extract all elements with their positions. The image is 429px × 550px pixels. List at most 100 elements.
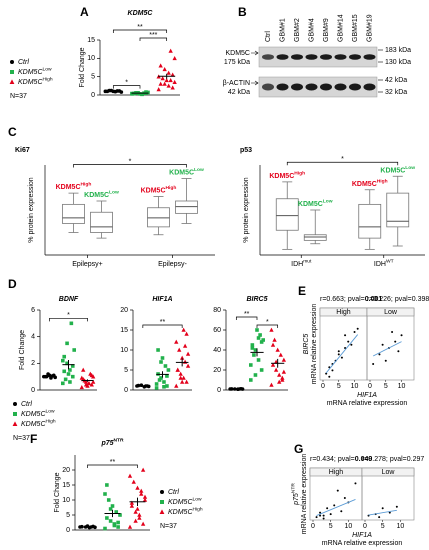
data-point <box>391 331 394 333</box>
category-label: IDHmut <box>291 259 312 268</box>
y-axis-label: p75NTR <box>291 483 300 506</box>
data-point <box>182 359 188 364</box>
box <box>90 211 113 233</box>
legend-marker <box>160 500 164 504</box>
data-point <box>170 72 175 77</box>
y-tick-label: 4 <box>31 334 35 341</box>
data-point <box>336 489 339 492</box>
facet-strip <box>366 307 415 317</box>
data-point <box>62 369 67 374</box>
data-point <box>281 369 287 374</box>
data-point <box>249 378 253 382</box>
fit-line <box>325 334 359 374</box>
significance-bracket <box>256 324 279 328</box>
lane-label: GBM#1 <box>279 18 286 42</box>
data-point <box>61 358 65 363</box>
legend-label-base: KDM5C <box>168 499 193 506</box>
data-point <box>144 90 148 94</box>
significance-label: ** <box>244 311 250 318</box>
data-point <box>79 375 84 380</box>
data-point <box>172 55 177 61</box>
x-tick-label: 5 <box>381 523 385 530</box>
data-point <box>70 364 75 368</box>
legend-label: KDM5CLow <box>18 67 52 76</box>
data-point <box>65 341 69 346</box>
facet-frame <box>319 307 368 381</box>
data-point <box>140 467 146 472</box>
lane-label: GBM#14 <box>337 14 344 42</box>
stat-text: r=0.663; pval= <box>320 296 365 303</box>
x-tick-label: 0 <box>368 383 372 390</box>
data-point <box>259 340 264 344</box>
box-label: KDM5CHigh <box>352 179 388 188</box>
data-point <box>378 353 381 356</box>
data-point <box>133 518 138 523</box>
data-point <box>129 500 135 505</box>
data-point <box>140 521 146 526</box>
box-label: KDM5CLow <box>169 167 204 176</box>
legend-label: KDM5CHigh <box>21 419 56 428</box>
size-marker: 42 kDa <box>385 77 407 84</box>
y-tick-label: 10 <box>120 347 128 354</box>
data-point <box>158 81 163 86</box>
data-point <box>139 488 144 493</box>
data-point <box>394 340 397 343</box>
y-axis-label-base: p75 <box>293 493 300 506</box>
y-tick-label: 80 <box>213 307 221 314</box>
facet-label: High <box>329 469 344 476</box>
significance-label: ** <box>160 319 166 326</box>
chart-title: p53 <box>240 147 252 154</box>
data-point <box>185 363 191 368</box>
data-point <box>86 380 92 386</box>
x-tick-label: 10 <box>344 523 352 530</box>
legend-label: Ctrl <box>21 401 32 408</box>
box-label-sup: High <box>377 179 388 185</box>
x-axis-label-base: HIF1A <box>352 532 372 539</box>
sample-size: N=37 <box>10 93 27 100</box>
lane-label: GBM#4 <box>308 18 315 42</box>
data-point <box>129 503 135 508</box>
data-point <box>281 357 287 362</box>
stat-pval: 0.001 <box>365 296 383 303</box>
data-point <box>138 92 142 96</box>
legend-label-sup: High <box>46 419 56 425</box>
chart-title: HIF1A <box>152 296 172 303</box>
data-point <box>269 382 274 387</box>
data-point <box>343 497 346 499</box>
legend-label-base: KDM5C <box>168 509 193 516</box>
data-point <box>328 366 331 369</box>
legend-label-sup: Low <box>43 67 52 73</box>
legend-label-base: KDM5C <box>21 411 46 418</box>
x-tick-label: 10 <box>351 383 359 390</box>
data-point <box>160 356 165 360</box>
data-point <box>63 377 68 382</box>
y-tick-label: 10 <box>62 497 70 504</box>
data-point <box>103 492 107 496</box>
sample-size: N=37 <box>13 435 30 442</box>
data-point <box>319 514 322 517</box>
significance-label: ** <box>137 24 143 31</box>
size-marker: 32 kDa <box>385 89 407 96</box>
chart-title: Ki67 <box>15 147 30 154</box>
category-label: Epilepsy- <box>158 261 187 268</box>
chart-title-base: BDNF <box>59 296 79 303</box>
y-tick-label: 0 <box>91 92 95 99</box>
stat-pval: 0.049 <box>355 456 373 463</box>
band <box>291 83 303 91</box>
y-tick-label: 10 <box>87 55 95 62</box>
legend-label-sup: Low <box>193 497 202 503</box>
data-point <box>356 327 359 330</box>
data-point <box>127 524 133 529</box>
box-label-sup: High <box>81 182 92 188</box>
data-point <box>106 498 111 502</box>
data-point <box>91 379 96 384</box>
legend-label-base: KDM5C <box>18 79 43 86</box>
chart-title: p75NTR <box>100 438 124 447</box>
legend-marker <box>13 412 17 416</box>
data-point <box>273 367 279 372</box>
data-point <box>250 343 255 347</box>
legend-label: Ctrl <box>168 489 179 496</box>
data-point <box>340 356 343 359</box>
facet-label: Low <box>384 309 398 316</box>
